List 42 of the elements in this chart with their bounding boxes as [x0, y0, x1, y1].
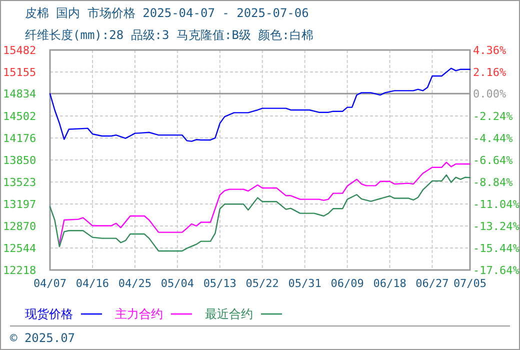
- x-tick-label: 04/16: [76, 277, 110, 290]
- x-tick-label: 04/07: [33, 277, 67, 290]
- y-tick-label: 12218: [3, 264, 36, 277]
- chart-subtitle: 纤维长度(mm):28 品级:3 马克隆值:B级 颜色:白棉: [25, 28, 314, 42]
- y2-tick-label: 4.36%: [473, 44, 506, 57]
- y2-tick-label: -4.44%: [473, 132, 514, 145]
- line-series: [58, 162, 471, 244]
- y2-tick-label: -13.24%: [473, 220, 520, 233]
- y-tick-label: 13197: [3, 198, 36, 212]
- x-tick-label: 05/22: [246, 277, 279, 290]
- y-tick-label: 12870: [3, 220, 36, 234]
- y-tick-label: 13523: [3, 176, 36, 190]
- legend-label: 主力合约: [115, 307, 163, 321]
- chart-title: 皮棉 国内 市场价格 2025-04-07 - 2025-07-06: [25, 6, 309, 20]
- y-tick-label: 15155: [3, 66, 36, 80]
- y-tick-label: 14834: [3, 88, 36, 101]
- y-tick-label: 14502: [3, 110, 36, 124]
- y2-tick-label: -2.24%: [473, 110, 514, 123]
- x-tick-label: 06/18: [373, 277, 406, 290]
- x-tick-label: 05/31: [288, 277, 322, 290]
- line-series: [49, 68, 471, 142]
- legend-label: 现货价格: [25, 307, 73, 321]
- line-series: [49, 174, 471, 252]
- text: © 2025.07: [10, 331, 76, 345]
- y-tick-label: 14176: [3, 132, 36, 146]
- y2-tick-label: -6.64%: [473, 154, 514, 167]
- y2-tick-label: -17.64%: [473, 264, 520, 277]
- x-tick-label: 06/09: [330, 277, 364, 290]
- y2-tick-label: -8.84%: [473, 176, 514, 189]
- y-tick-label: 12544: [3, 242, 36, 256]
- y2-tick-label: -15.44%: [473, 242, 520, 255]
- legend-label: 最近合约: [205, 307, 253, 321]
- x-tick-label: 06/27: [416, 277, 449, 290]
- x-tick-label: 05/04: [160, 277, 194, 290]
- x-tick-label: 07/05: [453, 277, 487, 290]
- y-tick-label: 13850: [3, 154, 36, 167]
- y2-tick-label: -11.04%: [473, 198, 520, 211]
- y-tick-label: 15482: [3, 44, 36, 57]
- y2-tick-label: 2.16%: [473, 66, 506, 79]
- y2-tick-label: 0.00%: [473, 88, 506, 101]
- x-tick-label: 05/13: [203, 277, 236, 290]
- x-tick-label: 04/25: [118, 277, 152, 290]
